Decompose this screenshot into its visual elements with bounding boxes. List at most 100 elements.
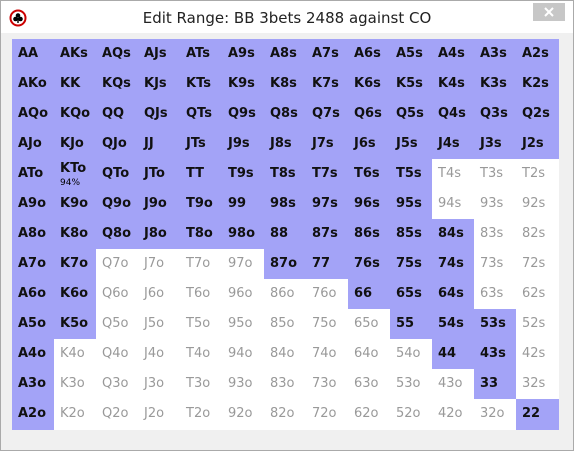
range-cell[interactable]: 85s: [390, 219, 433, 250]
range-cell[interactable]: KQo: [54, 99, 97, 130]
range-cell[interactable]: AKo: [12, 69, 55, 100]
range-cell[interactable]: K6o: [54, 279, 97, 310]
range-cell[interactable]: K4s: [432, 69, 475, 100]
range-cell[interactable]: 22: [516, 399, 559, 430]
range-cell[interactable]: KTs: [180, 69, 223, 100]
close-button[interactable]: [533, 3, 565, 23]
range-cell[interactable]: 43o: [432, 369, 475, 400]
range-cell[interactable]: 84o: [264, 339, 307, 370]
range-cell[interactable]: Q7s: [306, 99, 349, 130]
range-cell[interactable]: K7o: [54, 249, 97, 280]
range-cell[interactable]: K8o: [54, 219, 97, 250]
range-cell[interactable]: 83s: [474, 219, 517, 250]
range-cell[interactable]: 75s: [390, 249, 433, 280]
range-cell[interactable]: T9o: [180, 189, 223, 220]
range-cell[interactable]: J9o: [138, 189, 181, 220]
range-cell[interactable]: 54o: [390, 339, 433, 370]
range-cell[interactable]: ATs: [180, 39, 223, 70]
range-cell[interactable]: 92o: [222, 399, 265, 430]
range-cell[interactable]: J4o: [138, 339, 181, 370]
range-cell[interactable]: K3s: [474, 69, 517, 100]
range-cell[interactable]: KK: [54, 69, 97, 100]
range-cell[interactable]: 63s: [474, 279, 517, 310]
range-cell[interactable]: K7s: [306, 69, 349, 100]
range-cell[interactable]: A6s: [348, 39, 391, 70]
range-cell[interactable]: A2s: [516, 39, 559, 70]
range-cell[interactable]: QJo: [96, 129, 139, 160]
range-cell[interactable]: AJs: [138, 39, 181, 70]
range-cell[interactable]: 76s: [348, 249, 391, 280]
range-cell[interactable]: KJo: [54, 129, 97, 160]
range-cell[interactable]: 32s: [516, 369, 559, 400]
range-cell[interactable]: 96o: [222, 279, 265, 310]
range-cell[interactable]: 53o: [390, 369, 433, 400]
range-cell[interactable]: AKs: [54, 39, 97, 70]
range-cell[interactable]: 83o: [264, 369, 307, 400]
range-cell[interactable]: J7o: [138, 249, 181, 280]
range-cell[interactable]: Q9s: [222, 99, 265, 130]
range-cell[interactable]: 52s: [516, 309, 559, 340]
range-cell[interactable]: 72s: [516, 249, 559, 280]
range-cell[interactable]: K2s: [516, 69, 559, 100]
range-cell[interactable]: 33: [474, 369, 517, 400]
range-cell[interactable]: 84s: [432, 219, 475, 250]
range-cell[interactable]: J3s: [474, 129, 517, 160]
range-cell[interactable]: QJs: [138, 99, 181, 130]
range-cell[interactable]: J4s: [432, 129, 475, 160]
range-cell[interactable]: T7s: [306, 159, 349, 190]
range-cell[interactable]: 98s: [264, 189, 307, 220]
range-cell[interactable]: T8o: [180, 219, 223, 250]
range-cell[interactable]: T3s: [474, 159, 517, 190]
range-cell[interactable]: A7s: [306, 39, 349, 70]
range-cell[interactable]: T3o: [180, 369, 223, 400]
range-cell[interactable]: 75o: [306, 309, 349, 340]
range-cell[interactable]: Q8s: [264, 99, 307, 130]
range-cell[interactable]: Q2s: [516, 99, 559, 130]
range-cell[interactable]: 87o: [264, 249, 307, 280]
range-cell[interactable]: Q2o: [96, 399, 139, 430]
range-cell[interactable]: J5o: [138, 309, 181, 340]
range-cell[interactable]: 86s: [348, 219, 391, 250]
range-cell[interactable]: J3o: [138, 369, 181, 400]
range-cell[interactable]: 44: [432, 339, 475, 370]
range-cell[interactable]: T9s: [222, 159, 265, 190]
range-cell[interactable]: 77: [306, 249, 349, 280]
range-cell[interactable]: 85o: [264, 309, 307, 340]
range-cell[interactable]: QQ: [96, 99, 139, 130]
range-cell[interactable]: 74o: [306, 339, 349, 370]
range-cell[interactable]: 95o: [222, 309, 265, 340]
range-cell[interactable]: A6o: [12, 279, 55, 310]
range-cell[interactable]: 92s: [516, 189, 559, 220]
range-cell[interactable]: K3o: [54, 369, 97, 400]
range-cell[interactable]: 96s: [348, 189, 391, 220]
range-cell[interactable]: A3o: [12, 369, 55, 400]
range-cell[interactable]: 93o: [222, 369, 265, 400]
range-cell[interactable]: 99: [222, 189, 265, 220]
range-cell[interactable]: 94s: [432, 189, 475, 220]
range-cell[interactable]: A7o: [12, 249, 55, 280]
range-cell[interactable]: JTs: [180, 129, 223, 160]
range-cell[interactable]: A3s: [474, 39, 517, 70]
range-cell[interactable]: Q5o: [96, 309, 139, 340]
range-cell[interactable]: J2s: [516, 129, 559, 160]
range-cell[interactable]: ATo: [12, 159, 55, 190]
range-cell[interactable]: 54s: [432, 309, 475, 340]
range-cell[interactable]: J5s: [390, 129, 433, 160]
range-cell[interactable]: KQs: [96, 69, 139, 100]
range-cell[interactable]: J7s: [306, 129, 349, 160]
range-cell[interactable]: 86o: [264, 279, 307, 310]
range-cell[interactable]: JTo: [138, 159, 181, 190]
range-cell[interactable]: QTo: [96, 159, 139, 190]
range-cell[interactable]: J2o: [138, 399, 181, 430]
range-cell[interactable]: T2s: [516, 159, 559, 190]
range-cell[interactable]: Q6s: [348, 99, 391, 130]
range-cell[interactable]: T5o: [180, 309, 223, 340]
range-cell[interactable]: A9s: [222, 39, 265, 70]
range-cell[interactable]: J8o: [138, 219, 181, 250]
range-cell[interactable]: 93s: [474, 189, 517, 220]
range-cell[interactable]: Q8o: [96, 219, 139, 250]
range-cell[interactable]: 95s: [390, 189, 433, 220]
range-cell[interactable]: K9o: [54, 189, 97, 220]
range-cell[interactable]: KJs: [138, 69, 181, 100]
range-cell[interactable]: Q3o: [96, 369, 139, 400]
